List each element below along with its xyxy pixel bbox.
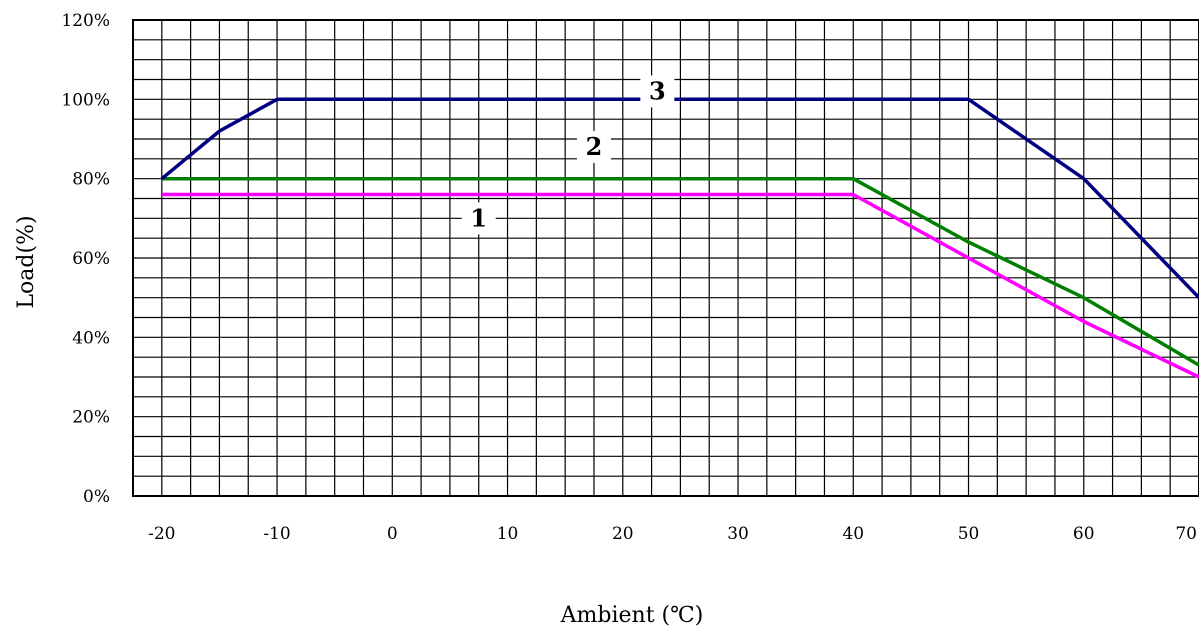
x-tick-label: 70: [1175, 524, 1197, 544]
y-tick-label: 80%: [72, 170, 110, 190]
series-label-bg: [640, 75, 675, 108]
x-tick-label: 10: [497, 524, 519, 544]
series-line-3: [160, 97, 1199, 299]
y-axis-label: Load(%): [14, 215, 39, 308]
series-line-1: [161, 192, 1199, 379]
x-axis-label: Ambient (℃): [560, 603, 704, 628]
series-label-3: 3: [649, 76, 666, 105]
series-labels: 1 2 3: [461, 75, 675, 235]
series-label-2: 2: [586, 132, 603, 161]
x-tick-label: 0: [387, 524, 398, 544]
series-lines: [160, 97, 1199, 379]
x-tick-label: -20: [148, 524, 175, 544]
y-tick-label: 40%: [72, 328, 110, 348]
y-tick-label: 120%: [61, 11, 110, 31]
x-axis-ticks: -20 -10 0 10 20 30 40 50 60 70: [148, 524, 1197, 544]
series-line-2: [161, 176, 1199, 367]
x-tick-label: 60: [1073, 524, 1095, 544]
y-tick-label: 60%: [72, 249, 110, 269]
y-axis-ticks: 0% 20% 40% 60% 80% 100% 120%: [61, 11, 110, 507]
x-tick-label: 20: [612, 524, 634, 544]
series-label-bg: [461, 202, 496, 235]
x-tick-label: -10: [263, 524, 290, 544]
y-tick-label: 0%: [83, 487, 110, 507]
x-tick-label: 40: [842, 524, 864, 544]
y-tick-label: 100%: [61, 90, 110, 110]
y-tick-label: 20%: [72, 408, 110, 428]
x-tick-label: 30: [727, 524, 749, 544]
x-tick-label: 50: [958, 524, 980, 544]
plot-frame: [132, 19, 1199, 497]
series-label-bg: [576, 130, 611, 163]
series-label-1: 1: [470, 203, 487, 232]
